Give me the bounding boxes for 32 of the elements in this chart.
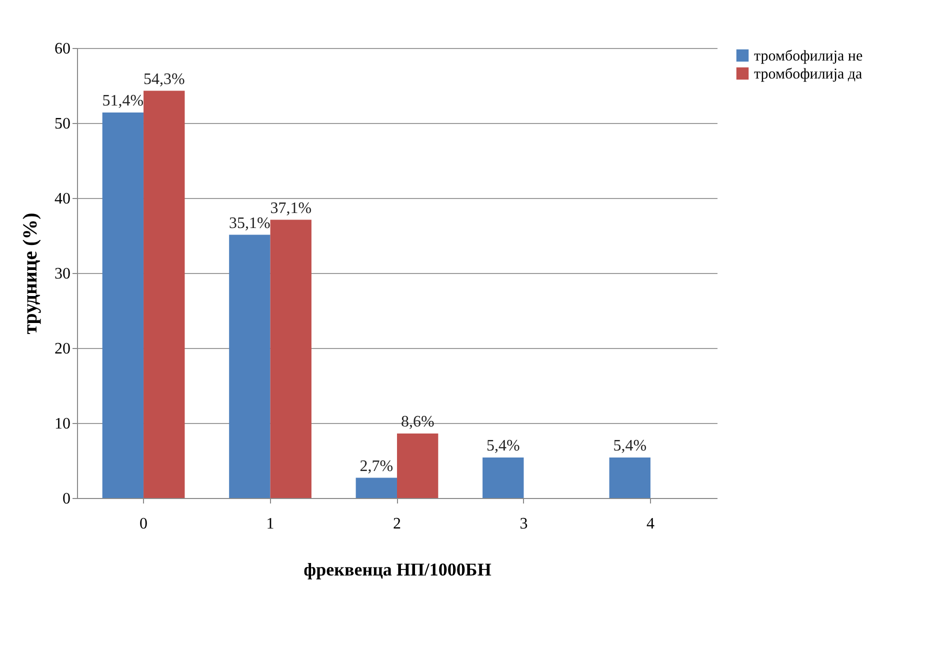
y-axis-title: труднице (%) <box>20 212 42 334</box>
x-tick-label: 4 <box>646 516 654 532</box>
x-tick-label: 2 <box>393 516 401 532</box>
x-tick-label: 1 <box>266 516 274 532</box>
data-label: 54,3% <box>143 70 185 88</box>
data-label: 8,6% <box>400 414 434 430</box>
bar <box>356 478 397 498</box>
legend-label: тромбофилија да <box>754 66 863 82</box>
bar <box>102 112 144 498</box>
data-label: 2,7% <box>360 458 394 475</box>
bar <box>144 90 185 498</box>
x-axis-title: фреквенца НП/1000БН <box>304 560 492 580</box>
y-tick-label: 20 <box>54 340 70 358</box>
bar <box>270 220 312 498</box>
bar <box>609 458 650 498</box>
data-label: 37,1% <box>270 200 312 217</box>
y-tick-label: 30 <box>54 266 70 282</box>
legend-label: тромбофилија не <box>754 48 863 64</box>
y-tick-label: 50 <box>54 116 70 132</box>
y-tick-label: 0 <box>62 490 70 508</box>
x-tick-label: 3 <box>520 516 528 532</box>
bar <box>397 434 438 498</box>
y-tick-label: 60 <box>54 40 70 58</box>
data-label: 51,4% <box>102 92 144 110</box>
data-label: 5,4% <box>613 438 647 454</box>
x-tick-label: 0 <box>140 516 148 532</box>
bar <box>229 234 270 498</box>
data-label: 5,4% <box>486 438 520 454</box>
y-tick-label: 10 <box>54 416 70 432</box>
bar <box>482 458 524 498</box>
y-tick-label: 40 <box>54 190 70 208</box>
data-label: 35,1% <box>229 214 270 232</box>
